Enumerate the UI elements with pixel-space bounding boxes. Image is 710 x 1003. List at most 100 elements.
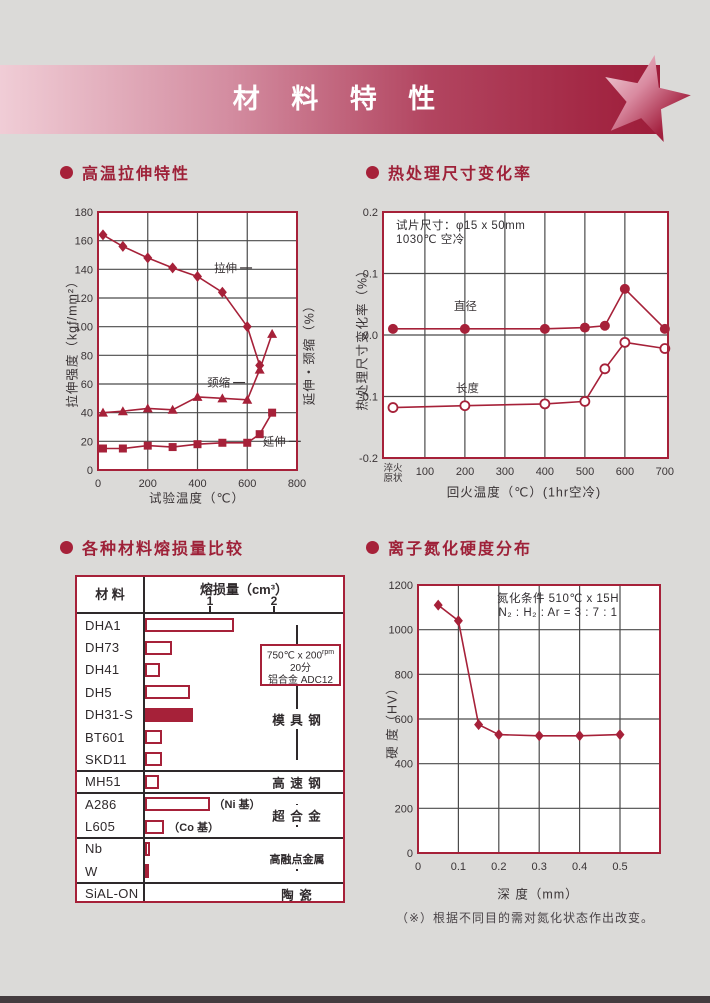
material-row-DH31-S: DH31-S [77, 704, 343, 726]
series-label: 长度 [456, 381, 479, 395]
data-point-square [268, 408, 277, 417]
y-tick-label: 1200 [389, 580, 413, 592]
data-point-circle [459, 323, 470, 334]
value-axis-line [143, 577, 145, 901]
data-point-square [255, 430, 264, 439]
meltloss-bar [145, 707, 193, 722]
series-label: 直径 [454, 299, 477, 313]
data-point-diamond [615, 729, 625, 741]
material-row-DH73: DH73 [77, 636, 343, 658]
x-tick-label: 300 [496, 466, 514, 478]
bar-cell [145, 730, 343, 745]
value-tick-2: 2 [270, 594, 278, 608]
x-tick-label: 0 [415, 861, 421, 873]
material-label: BT601 [85, 729, 125, 745]
nitride-annotation-line2: N₂ : H₂ : Ar = 3 : 7 : 1 [498, 607, 618, 619]
y-tick-label: 600 [395, 714, 413, 726]
meltloss-bar [145, 819, 165, 834]
bar-cell [145, 864, 343, 879]
meltloss-rows: DHA1 DH73 DH41 DH5 DH31-S BT601 SKD11 MH51 A286 （… [77, 614, 343, 905]
value-column-header: 熔损量（cm³） [199, 582, 289, 597]
data-point-circle-open [599, 363, 611, 375]
condition-line3: 铝合金 ADC12 [267, 675, 333, 687]
section-title-heat: 热处理尺寸变化率 [366, 160, 532, 184]
y-tick-label: 400 [395, 759, 413, 771]
plot-border [97, 211, 298, 471]
data-point-triangle [117, 406, 128, 416]
data-point-square [118, 444, 127, 453]
y-tick-label: 1000 [389, 625, 413, 637]
page-bottom-strip [0, 996, 710, 1003]
y-tick-label: 180 [75, 207, 93, 219]
group-label-0: 模 具 钢 [272, 713, 322, 728]
material-column-header: 材 料 [95, 587, 125, 602]
tick-mark [209, 606, 211, 612]
plot-border [417, 584, 661, 854]
data-point-circle [619, 283, 630, 294]
y-tick-label: 800 [395, 669, 413, 681]
bar-cell [145, 707, 343, 722]
meltloss-header: 材 料 熔损量（cm³） 1 2 [77, 577, 343, 614]
y-tick-label: 0.0 [363, 330, 378, 342]
material-label: SiAL-ON [85, 886, 139, 902]
x-tick-label: 600 [616, 466, 634, 478]
material-row-MH51: MH51 [77, 771, 343, 793]
x-tick-label: 0.4 [572, 861, 587, 873]
heat-annotation-line2: 1030℃ 空冷 [396, 234, 465, 246]
x-tick-label: 600 [238, 478, 256, 490]
data-point-diamond [575, 730, 585, 742]
data-point-square [193, 440, 202, 449]
group-separator [77, 881, 343, 884]
y-tick-label: 100 [75, 322, 93, 334]
meltloss-bar [145, 618, 234, 633]
bar-cell [145, 685, 343, 700]
data-point-square [98, 444, 107, 453]
group-label-4: 陶 瓷 [281, 888, 313, 903]
material-label: DH31-S [85, 707, 134, 723]
data-point-square [143, 441, 152, 450]
material-row-W: W [77, 860, 343, 882]
tick-mark [273, 606, 275, 612]
condition-line2: 20分 [289, 662, 312, 674]
section-title-tensile: 高温拉伸特性 [60, 160, 190, 184]
condition-line1: 750℃ x 200rpm [266, 649, 335, 662]
page-title: 材 料 特 性 [232, 84, 448, 114]
meltloss-bar [145, 685, 191, 700]
tensile-right-axis-title: 延伸・颈缩（%） [302, 298, 317, 406]
group-separator [77, 792, 343, 794]
material-row-Nb: Nb [77, 838, 343, 860]
data-point-triangle [97, 407, 108, 417]
bullet-icon [366, 165, 379, 179]
material-row-SKD11: SKD11 [77, 748, 343, 770]
bullet-icon [366, 540, 379, 554]
section-title-meltloss: 各种材料熔损量比较 [60, 535, 244, 559]
tensile-x-axis-title: 试验温度（℃） [148, 491, 246, 506]
section-title-text: 热处理尺寸变化率 [388, 166, 533, 183]
material-label: SKD11 [85, 751, 127, 767]
bar-cell [145, 841, 343, 856]
plot-border [382, 211, 669, 459]
data-point-diamond [193, 271, 202, 282]
heat-annotation-line1: 试片尺寸：φ15 x 50mm [396, 220, 526, 232]
section-title-nitride: 离子氮化硬度分布 [366, 535, 532, 559]
data-point-circle [539, 323, 550, 334]
y-tick-label: -0.2 [359, 453, 378, 465]
bar-cell [145, 618, 343, 633]
bar-cell [145, 640, 343, 655]
meltloss-bar [145, 662, 160, 677]
data-point-circle [387, 323, 398, 334]
bar-note: （Ni 基） [213, 799, 261, 812]
data-point-diamond [534, 730, 544, 742]
data-point-circle-open [579, 396, 591, 407]
material-label: DH41 [85, 662, 120, 678]
footnote: （※）根据不同目的需对氮化状态作出改变。 [396, 911, 655, 925]
data-point-diamond [433, 599, 443, 611]
meltloss-bar [145, 864, 149, 879]
x-tick-label: 0.5 [612, 861, 627, 873]
material-row-DH5: DH5 [77, 681, 343, 703]
y-tick-label: 200 [395, 803, 413, 815]
data-point-square [168, 443, 177, 452]
material-row-DH41: DH41 [77, 659, 343, 681]
